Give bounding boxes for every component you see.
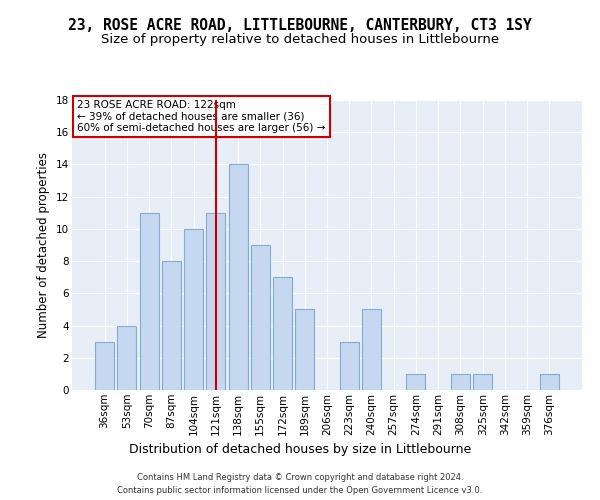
Text: 23, ROSE ACRE ROAD, LITTLEBOURNE, CANTERBURY, CT3 1SY: 23, ROSE ACRE ROAD, LITTLEBOURNE, CANTER… [68, 18, 532, 32]
Bar [184, 229, 203, 390]
Bar [295, 310, 314, 390]
Text: 23 ROSE ACRE ROAD: 122sqm
← 39% of detached houses are smaller (36)
60% of semi-: 23 ROSE ACRE ROAD: 122sqm ← 39% of detac… [77, 100, 325, 133]
Bar [229, 164, 248, 390]
Y-axis label: Number of detached properties: Number of detached properties [37, 152, 50, 338]
Bar [251, 245, 270, 390]
Bar [473, 374, 492, 390]
Bar [451, 374, 470, 390]
Bar [118, 326, 136, 390]
Bar [540, 374, 559, 390]
Text: Contains HM Land Registry data © Crown copyright and database right 2024.: Contains HM Land Registry data © Crown c… [137, 472, 463, 482]
Text: Contains public sector information licensed under the Open Government Licence v3: Contains public sector information licen… [118, 486, 482, 495]
Bar [95, 342, 114, 390]
Bar [140, 213, 158, 390]
Text: Size of property relative to detached houses in Littlebourne: Size of property relative to detached ho… [101, 32, 499, 46]
Bar [162, 261, 181, 390]
Bar [362, 310, 381, 390]
Bar [273, 277, 292, 390]
Bar [406, 374, 425, 390]
Bar [340, 342, 359, 390]
Bar [206, 213, 225, 390]
Text: Distribution of detached houses by size in Littlebourne: Distribution of detached houses by size … [129, 442, 471, 456]
